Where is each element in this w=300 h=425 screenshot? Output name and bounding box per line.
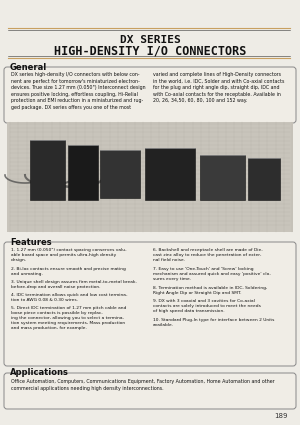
Text: 4. IDC termination allows quick and low cost termina-
tion to AWG 0.08 & 0.30 wi: 4. IDC termination allows quick and low … <box>11 293 128 302</box>
Bar <box>145 148 195 200</box>
Text: 6. Backshell and receptacle shell are made of Die-
cast zinc alloy to reduce the: 6. Backshell and receptacle shell are ma… <box>153 248 263 262</box>
Text: varied and complete lines of High-Density connectors
in the world, i.e. IDC, Sol: varied and complete lines of High-Densit… <box>153 72 284 103</box>
Text: 10. Standard Plug-In type for interface between 2 Units
available.: 10. Standard Plug-In type for interface … <box>153 318 274 327</box>
Text: 189: 189 <box>274 413 288 419</box>
Text: DX SERIES: DX SERIES <box>120 35 180 45</box>
Text: Office Automation, Computers, Communications Equipment, Factory Automation, Home: Office Automation, Computers, Communicat… <box>11 379 274 391</box>
Text: Applications: Applications <box>10 368 69 377</box>
Text: Features: Features <box>10 238 52 247</box>
FancyBboxPatch shape <box>4 373 296 409</box>
Bar <box>30 140 65 200</box>
Text: 8. Termination method is available in IDC, Soldering,
Right Angle Dip or Straigh: 8. Termination method is available in ID… <box>153 286 267 295</box>
FancyBboxPatch shape <box>4 67 296 123</box>
Bar <box>200 155 245 200</box>
Text: 7. Easy to use 'One-Touch' and 'Screw' locking
mechanism and assured quick and e: 7. Easy to use 'One-Touch' and 'Screw' l… <box>153 267 271 280</box>
Bar <box>68 145 98 200</box>
Text: DX series high-density I/O connectors with below con-
nent are perfect for tomor: DX series high-density I/O connectors wi… <box>11 72 146 110</box>
Text: 1. 1.27 mm (0.050") contact spacing conserves valu-
able board space and permits: 1. 1.27 mm (0.050") contact spacing cons… <box>11 248 127 262</box>
Bar <box>100 150 140 198</box>
Text: General: General <box>10 63 47 72</box>
Text: 2. Bi-lox contacts ensure smooth and precise mating
and unmating.: 2. Bi-lox contacts ensure smooth and pre… <box>11 267 126 276</box>
FancyBboxPatch shape <box>4 242 296 366</box>
Text: 3. Unique shell design assures firm metal-to-metal break-
before-drop and overal: 3. Unique shell design assures firm meta… <box>11 280 137 289</box>
Bar <box>248 158 280 200</box>
Text: HIGH-DENSITY I/O CONNECTORS: HIGH-DENSITY I/O CONNECTORS <box>54 44 246 57</box>
Text: 9. DX with 3 coaxial and 3 cavities for Co-axial
contacts are solely introduced : 9. DX with 3 coaxial and 3 cavities for … <box>153 299 261 313</box>
Bar <box>7 122 293 232</box>
Text: 5. Direct IDC termination of 1.27 mm pitch cable and
loose piece contacts is pos: 5. Direct IDC termination of 1.27 mm pit… <box>11 306 126 330</box>
